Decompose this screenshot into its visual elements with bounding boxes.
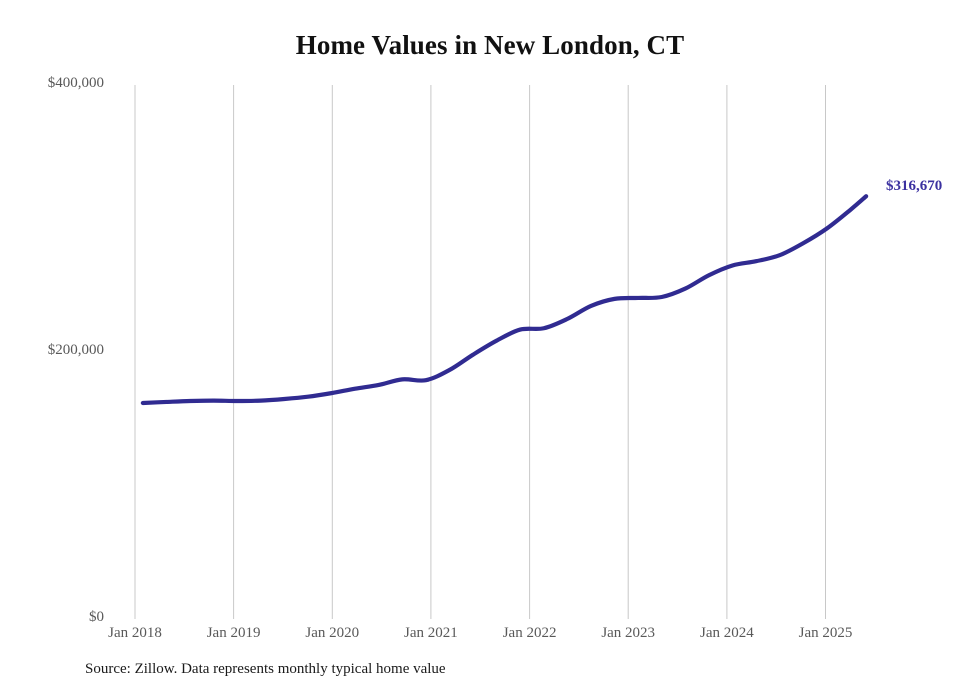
vertical-gridlines bbox=[134, 85, 826, 619]
x-tick-label-jan-2019: Jan 2019 bbox=[206, 625, 261, 641]
y-tick-label: $400,000 bbox=[47, 75, 104, 91]
end-value-annotation: $316,670 bbox=[886, 178, 943, 194]
x-tick-label-jan-2021: Jan 2021 bbox=[404, 625, 458, 641]
x-tick-label-jan-2024: Jan 2024 bbox=[700, 625, 754, 641]
x-tick-label-jan-2023: Jan 2023 bbox=[601, 625, 656, 641]
x-tick-label-jan-2018: Jan 2018 bbox=[108, 625, 162, 641]
y-tick-label: $200,000 bbox=[47, 342, 104, 358]
page-title: Home Values in New London, CT bbox=[295, 30, 685, 60]
x-tick-label-jan-2020: Jan 2020 bbox=[305, 625, 360, 641]
y-tick-label: $0 bbox=[89, 609, 104, 625]
source-note: Source: Zillow. Data represents monthly … bbox=[85, 661, 446, 677]
x-tick-label-jan-2025: Jan 2025 bbox=[798, 625, 853, 641]
home-value-line-series bbox=[140, 194, 869, 406]
x-tick-label-jan-2022: Jan 2022 bbox=[502, 625, 557, 641]
